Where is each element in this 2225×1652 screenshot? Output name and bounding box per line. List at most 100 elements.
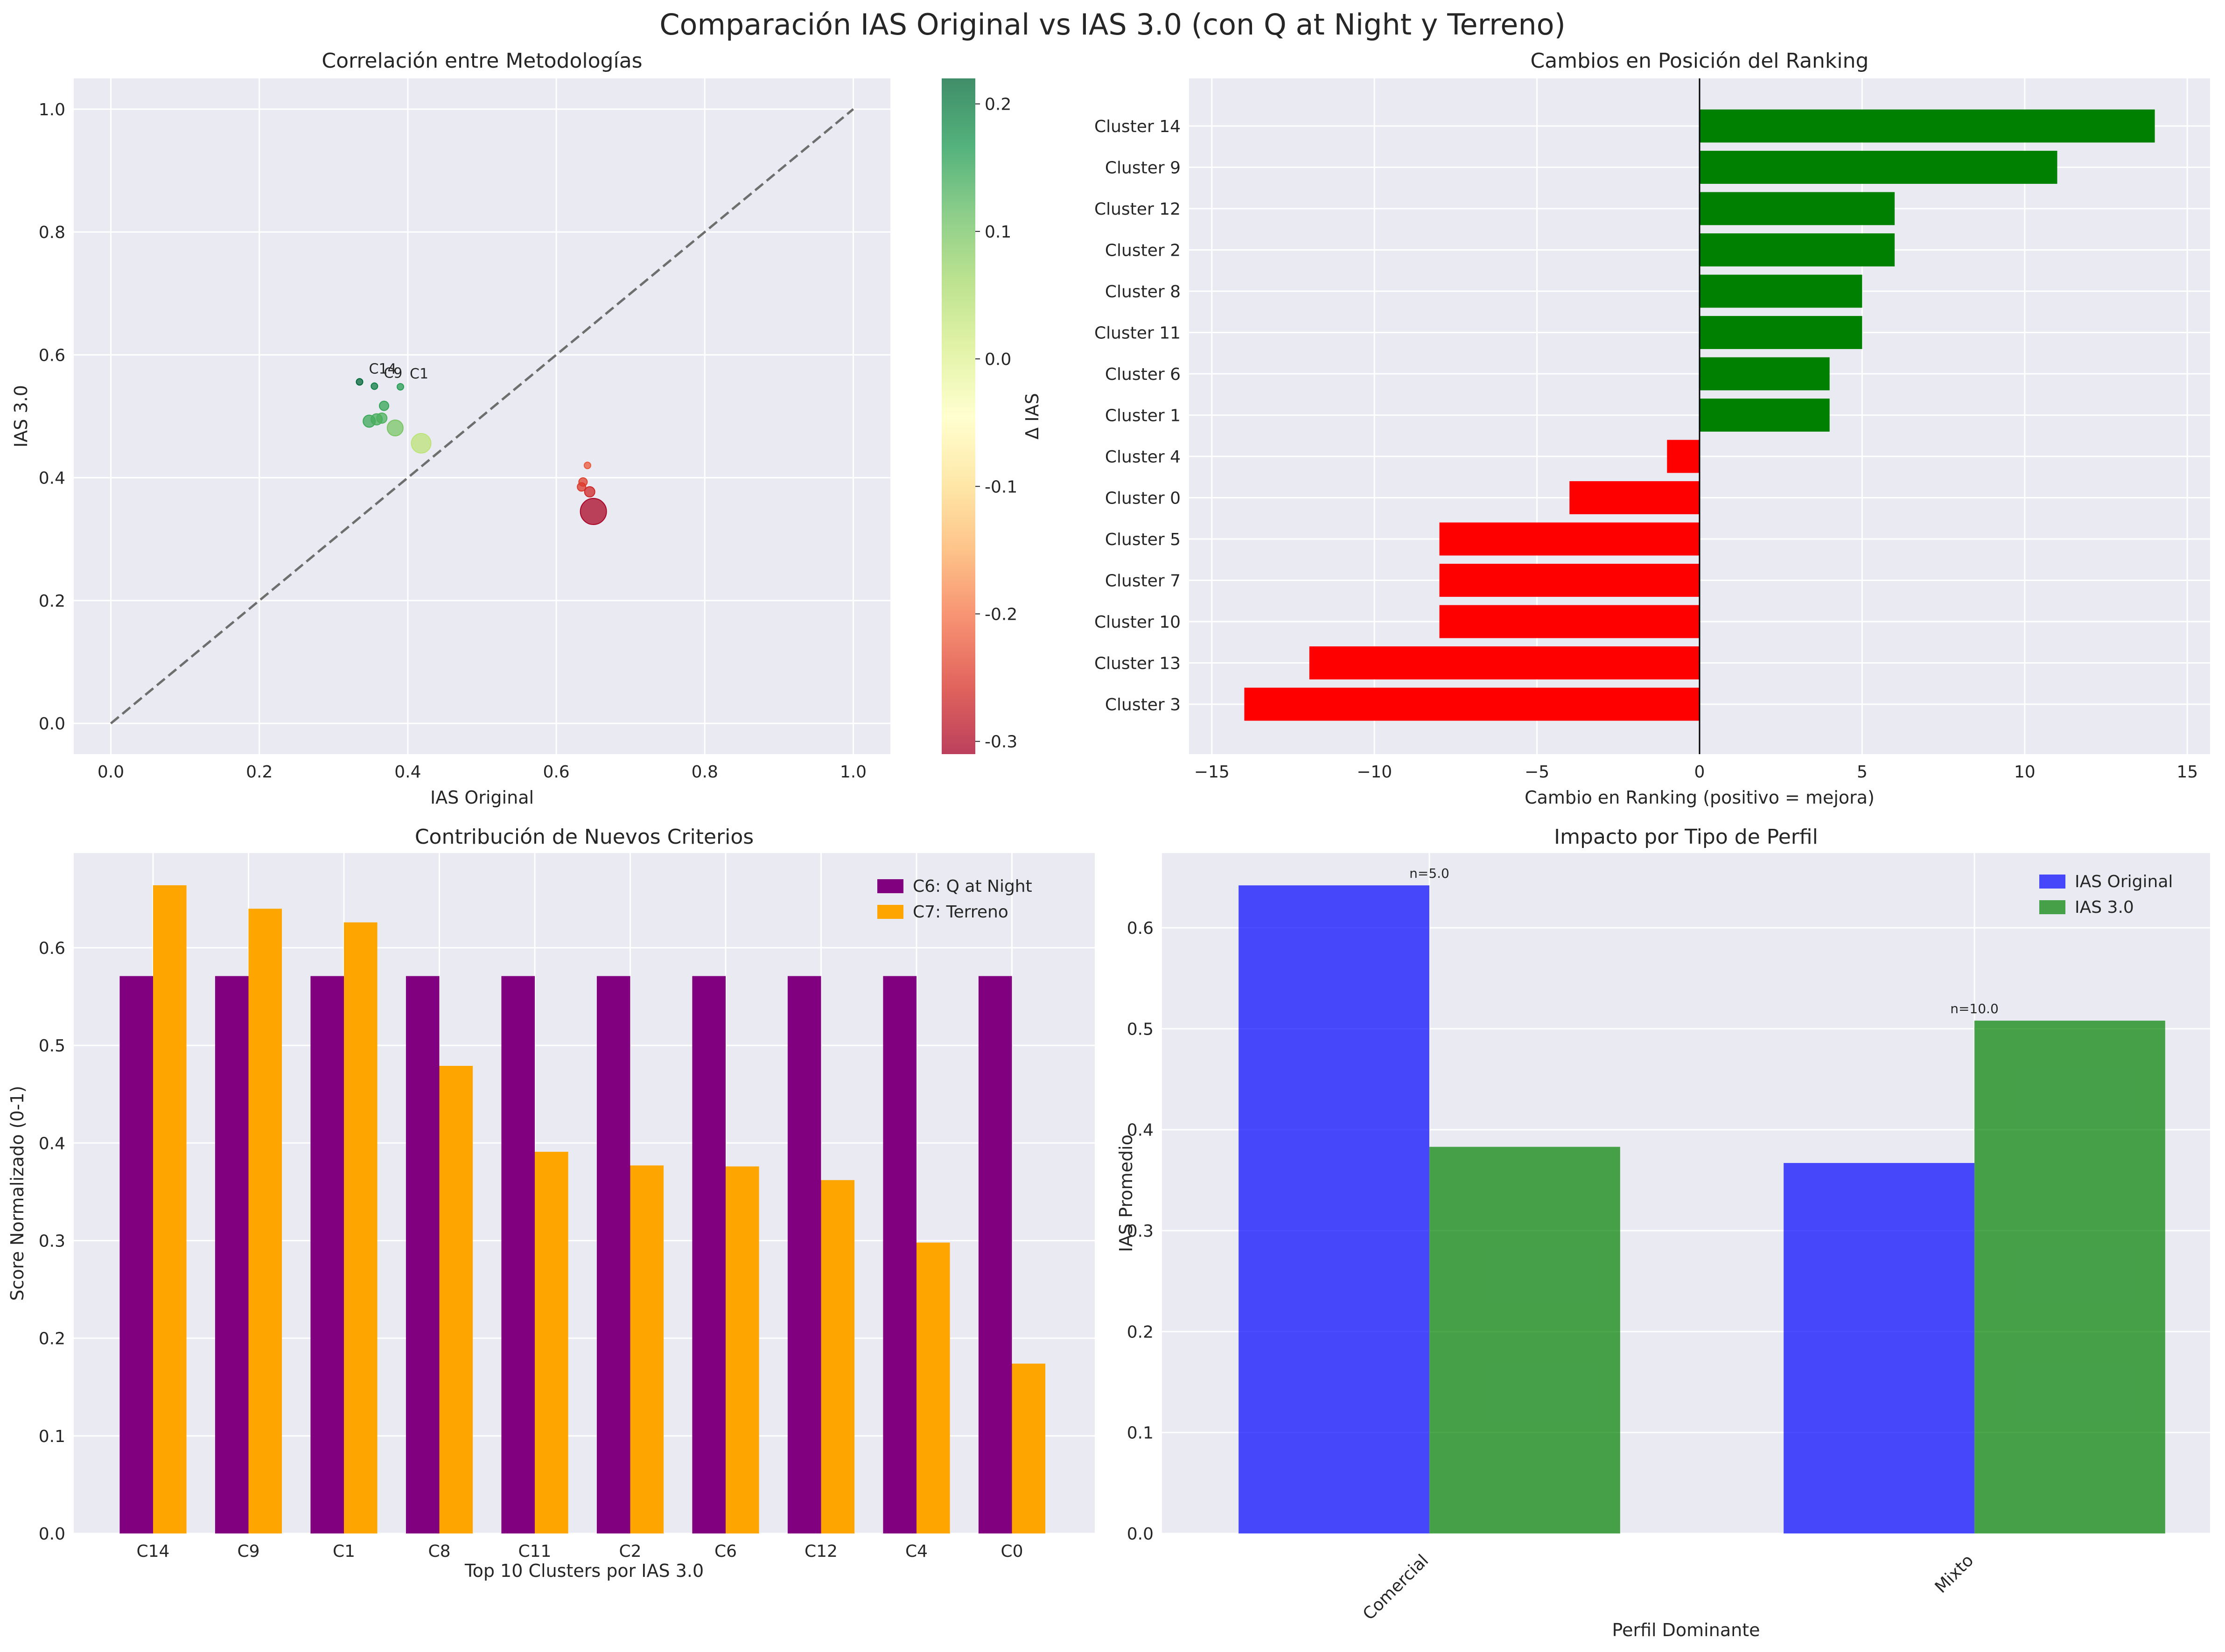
criteria-bar [535, 1152, 568, 1533]
criteria-legend-label: C7: Terreno [913, 903, 1008, 922]
criteria-bar [726, 1166, 759, 1533]
criteria-ticks: 0.0 0.1 0.2 0.3 0.4 0.5 0.6 C14 C9 C1 C8 C11 C2 C6 C12… [39, 939, 1023, 1561]
ranking-xtick-label: 10 [2014, 763, 2036, 782]
scatter-point [371, 382, 378, 390]
profile-bar [1974, 1021, 2165, 1533]
profile-legend-label: IAS Original [2075, 872, 2173, 891]
criteria-xlabel: Top 10 Clusters por IAS 3.0 [464, 1561, 704, 1581]
scatter-ytick-label: 0.8 [39, 223, 65, 242]
ranking-xtick-label: 5 [1857, 763, 1868, 782]
scatter-ytick-label: 0.4 [39, 469, 65, 488]
ranking-ytick-label: Cluster 1 [1105, 406, 1181, 426]
scatter-point [386, 420, 404, 437]
profile-legend: IAS Original IAS 3.0 [2039, 872, 2173, 917]
colorbar-tick-label: 0.0 [985, 350, 1011, 369]
profile-ytick-label: 0.2 [1127, 1323, 1154, 1342]
criteria-bar [406, 976, 440, 1533]
criteria-ytick-label: 0.0 [39, 1525, 65, 1544]
ranking-ytick-label: Cluster 3 [1105, 695, 1181, 714]
criteria-xtick-label: C4 [905, 1542, 928, 1561]
scatter-ytick-label: 0.2 [39, 592, 65, 611]
ranking-ytick-label: Cluster 7 [1105, 572, 1181, 591]
colorbar-tick-label: 0.1 [985, 223, 1011, 242]
criteria-panel: 0.0 0.1 0.2 0.3 0.4 0.5 0.6 C14 C9 C1 C8 C11 C2 C6 C12… [7, 825, 1095, 1581]
colorbar-tick-label: 0.2 [985, 95, 1011, 114]
ranking-bar [1667, 440, 1700, 473]
criteria-bar [501, 976, 535, 1533]
scatter-title: Correlación entre Metodologías [322, 49, 642, 73]
ranking-bar [1700, 399, 1830, 432]
scatter-annotation: C1 [410, 366, 428, 382]
profile-bar [1429, 1147, 1620, 1533]
criteria-xtick-label: C1 [333, 1542, 355, 1561]
criteria-bar [248, 909, 282, 1533]
ranking-xtick-label: −15 [1194, 763, 1230, 782]
colorbar-bar [942, 78, 975, 754]
profile-legend-swatch [2039, 875, 2065, 889]
colorbar-tick-label: -0.3 [985, 733, 1017, 752]
colorbar-tick-label: -0.1 [985, 477, 1017, 497]
criteria-bar [787, 976, 821, 1533]
scatter-panel: 0.0 0.2 0.4 0.6 0.8 1.0 0.0 0.2 0.4 0.6 0.8 1.0 C14… [11, 49, 1043, 808]
ranking-bar [1700, 192, 1895, 225]
ranking-ticks: −15 −10 −5 0 5 10 15 Cluster 14 Cluster 9 Cluster… [1094, 117, 2198, 782]
scatter-ticks: 0.0 0.2 0.4 0.6 0.8 1.0 0.0 0.2 0.4 0.6 0.8 1.0 [39, 100, 867, 782]
scatter-point [580, 498, 607, 525]
ranking-ytick-label: Cluster 2 [1105, 241, 1181, 260]
ranking-ytick-label: Cluster 8 [1105, 282, 1181, 301]
scatter-point [577, 482, 587, 492]
criteria-legend: C6: Q at Night C7: Terreno [877, 877, 1032, 922]
profile-ytick-label: 0.4 [1127, 1121, 1154, 1140]
scatter-xtick-label: 0.6 [543, 763, 569, 782]
scatter-xtick-label: 0.4 [394, 763, 421, 782]
scatter-ytick-label: 0.0 [39, 714, 65, 734]
criteria-bar [1012, 1364, 1046, 1533]
profile-ytick-label: 0.5 [1127, 1020, 1154, 1039]
scatter-annotation: C9 [384, 365, 402, 381]
ranking-xtick-label: −10 [1357, 763, 1392, 782]
criteria-title: Contribución de Nuevos Criterios [415, 825, 754, 849]
profile-annotation: n=10.0 [1950, 1001, 1999, 1016]
criteria-ytick-label: 0.2 [39, 1330, 65, 1349]
ranking-xlabel: Cambio en Ranking (positivo = mejora) [1525, 787, 1875, 808]
ranking-ytick-label: Cluster 4 [1105, 448, 1181, 467]
criteria-xtick-label: C14 [137, 1542, 170, 1561]
scatter-grid [74, 78, 890, 754]
ranking-ytick-label: Cluster 0 [1105, 489, 1181, 508]
scatter-point [356, 378, 364, 386]
ranking-panel: −15 −10 −5 0 5 10 15 Cluster 14 Cluster 9 Cluster… [1094, 49, 2210, 808]
ranking-bar [1700, 274, 1862, 308]
scatter-point [583, 462, 591, 469]
profile-ytick-label: 0.1 [1127, 1424, 1154, 1443]
profile-ytick-label: 0.6 [1127, 919, 1154, 938]
profile-panel: n=5.0n=10.0 0.00.10.20.30.40.50.6Comerci… [1116, 825, 2210, 1640]
criteria-xtick-label: C0 [1001, 1542, 1023, 1561]
ranking-bar [1244, 687, 1700, 721]
profile-bar [1784, 1163, 1974, 1533]
profile-ytick-label: 0.0 [1127, 1525, 1154, 1544]
scatter-point [376, 412, 388, 424]
scatter-ytick-label: 0.6 [39, 346, 65, 365]
criteria-bar [692, 976, 726, 1533]
ranking-xtick-label: 0 [1694, 763, 1705, 782]
criteria-bar [630, 1165, 664, 1533]
ranking-bar [1439, 564, 1700, 597]
ranking-ytick-label: Cluster 13 [1094, 654, 1181, 673]
scatter-ylabel: IAS 3.0 [11, 385, 31, 448]
figure-title: Comparación IAS Original vs IAS 3.0 (con… [659, 7, 1566, 42]
ranking-bar [1439, 605, 1700, 638]
ranking-ytick-label: Cluster 9 [1105, 159, 1181, 178]
criteria-legend-swatch [877, 905, 903, 919]
ranking-bar [1309, 646, 1700, 679]
criteria-ytick-label: 0.5 [39, 1036, 65, 1056]
criteria-bar [978, 976, 1012, 1533]
criteria-legend-swatch [877, 879, 903, 893]
profile-ylabel: IAS Promedio [1116, 1134, 1136, 1252]
scatter-ytick-label: 1.0 [39, 100, 65, 119]
ranking-xtick-label: 15 [2176, 763, 2198, 782]
scatter-point [411, 433, 432, 454]
scatter-xtick-label: 1.0 [840, 763, 867, 782]
scatter-point [379, 400, 389, 411]
